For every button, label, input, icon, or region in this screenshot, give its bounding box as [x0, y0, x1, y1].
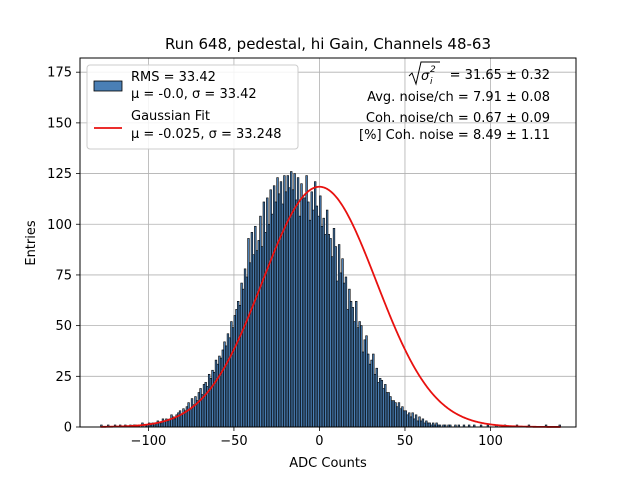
x-tick-label: −100 — [131, 434, 167, 449]
legend-histogram-label: RMS = 33.42 — [131, 70, 216, 85]
x-tick-label: 50 — [397, 434, 414, 449]
legend-fit-stats: μ = -0.025, σ = 33.248 — [131, 127, 281, 142]
x-tick-label: −50 — [220, 434, 247, 449]
y-tick-label: 50 — [55, 319, 72, 334]
x-tick-label: 100 — [478, 434, 503, 449]
y-axis-label: Entries — [24, 220, 39, 266]
y-tick-label: 0 — [64, 421, 72, 436]
legend-histogram-swatch — [93, 80, 123, 92]
legend-box — [86, 64, 299, 150]
histogram-bars — [100, 171, 561, 428]
x-axis-ticks: −100 −50 0 50 100 — [131, 427, 503, 449]
y-tick-label: 100 — [47, 218, 72, 233]
y-axis-ticks: 0 25 50 75 100 125 150 175 — [47, 66, 80, 436]
y-tick-label: 150 — [47, 116, 72, 131]
legend-histogram-stats: μ = -0.0, σ = 33.42 — [131, 87, 257, 102]
svg-text:σ: σ — [421, 69, 430, 84]
svg-text:i: i — [430, 77, 433, 87]
x-axis-label: ADC Counts — [289, 456, 367, 471]
y-tick-label: 25 — [55, 370, 72, 385]
y-tick-label: 125 — [47, 167, 72, 182]
y-tick-label: 75 — [55, 268, 72, 283]
x-tick-label: 0 — [315, 434, 323, 449]
noise-annotations: σ 2 i = 31.65 ± 0.32 Avg. noise/ch = 7.9… — [359, 61, 550, 143]
coh-noise-text: Coh. noise/ch = 0.67 ± 0.09 — [366, 111, 550, 126]
legend-fit-label: Gaussian Fit — [131, 109, 210, 124]
avg-noise-text: Avg. noise/ch = 7.91 ± 0.08 — [367, 90, 550, 105]
legend: RMS = 33.42 μ = -0.0, σ = 33.42 Gaussian… — [86, 64, 299, 150]
plot-frame — [79, 57, 577, 428]
sqrt-sigma-symbol: σ 2 i — [408, 61, 440, 87]
gaussian-fit-curve — [100, 185, 561, 428]
chart-title: Run 648, pedestal, hi Gain, Channels 48-… — [165, 35, 491, 53]
total-noise-value: = 31.65 ± 0.32 — [450, 68, 550, 83]
svg-text:2: 2 — [430, 65, 436, 75]
y-tick-label: 175 — [47, 66, 72, 81]
coh-noise-percent-text: [%] Coh. noise = 8.49 ± 1.11 — [359, 128, 550, 143]
